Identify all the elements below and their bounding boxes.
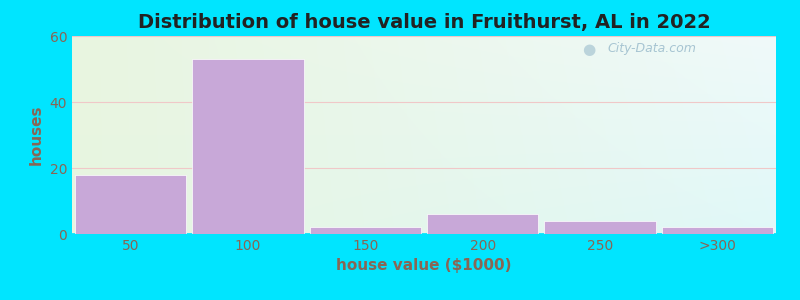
X-axis label: house value ($1000): house value ($1000) — [336, 258, 512, 273]
Bar — [544, 221, 656, 234]
Bar — [662, 227, 773, 234]
Text: ●: ● — [582, 42, 596, 57]
Bar — [427, 214, 538, 234]
Title: Distribution of house value in Fruithurst, AL in 2022: Distribution of house value in Fruithurs… — [138, 13, 710, 32]
Bar — [192, 59, 304, 234]
Bar — [75, 175, 186, 234]
Y-axis label: houses: houses — [29, 105, 44, 165]
Text: City-Data.com: City-Data.com — [607, 42, 696, 55]
Bar — [310, 227, 421, 234]
